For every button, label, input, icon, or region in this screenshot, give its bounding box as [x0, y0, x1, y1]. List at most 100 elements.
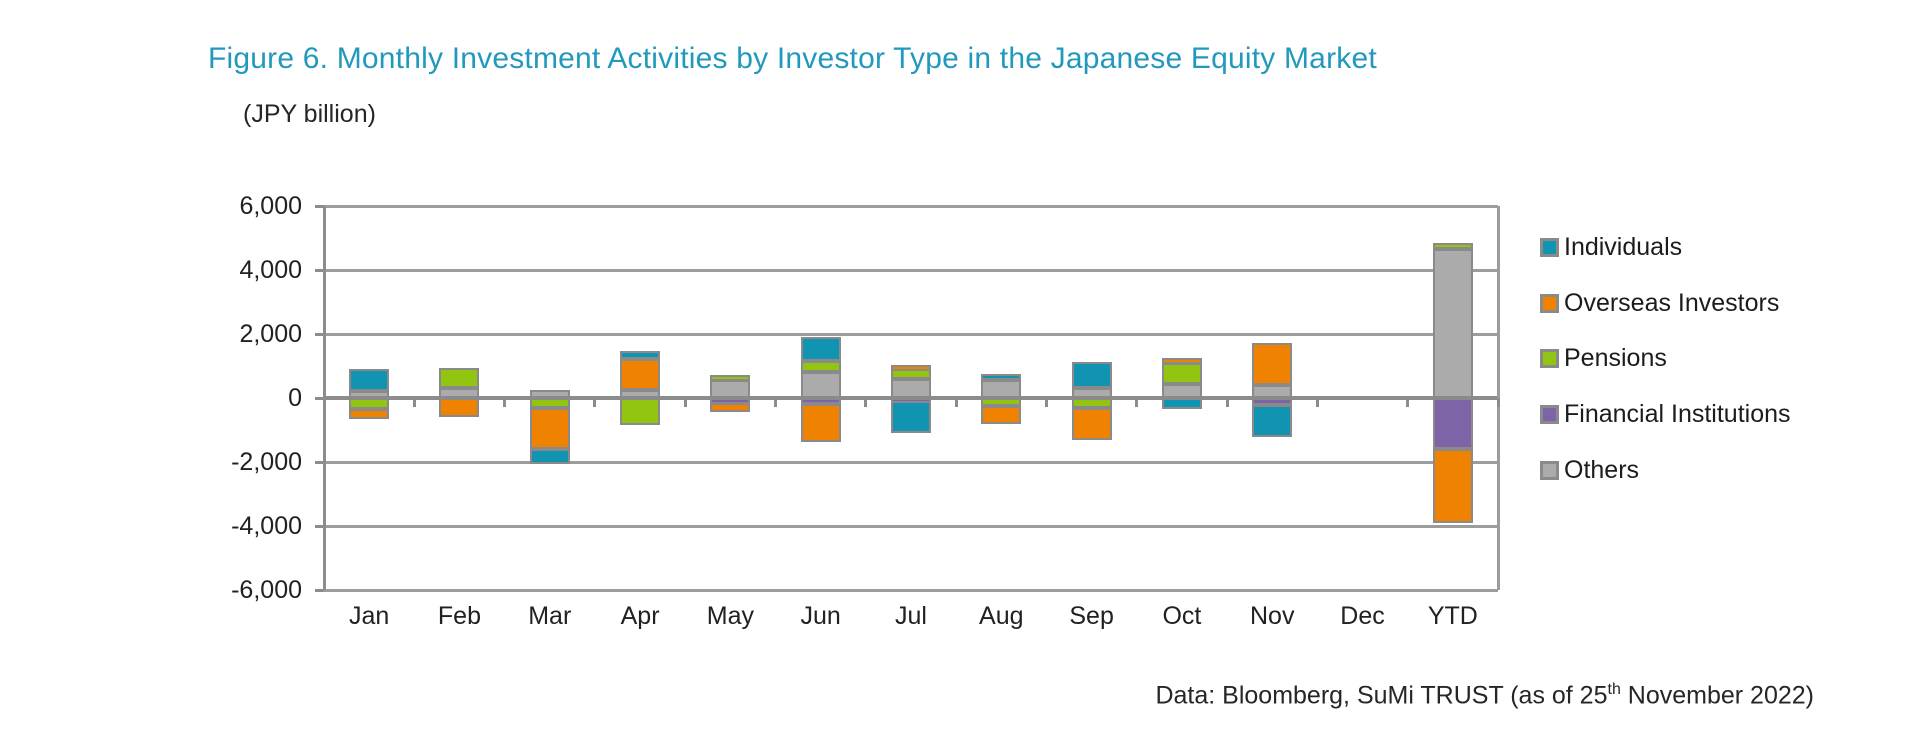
bar-segment-financial-institutions [1252, 398, 1293, 406]
data-source-text: Data: Bloomberg, SuMi TRUST (as of 25 [1155, 681, 1608, 710]
legend-item-pensions: Pensions [1540, 343, 1667, 373]
bar-segment-pensions [1071, 398, 1112, 409]
data-source: Data: Bloomberg, SuMi TRUST (as of 25th … [1155, 681, 1814, 710]
bar-segment-overseas-investors [529, 407, 570, 450]
legend-item-others: Others [1540, 455, 1639, 485]
bar-segment-others [710, 379, 751, 398]
legend-label-overseas-investors: Overseas Investors [1564, 288, 1780, 317]
x-axis-label-aug: Aug [979, 602, 1024, 630]
x-axis-label-nov: Nov [1249, 602, 1295, 630]
bar-segment-others [529, 390, 570, 398]
y-axis-label: 6,000 [239, 192, 302, 220]
bar-segment-others [1161, 383, 1202, 398]
bar-segment-individuals [981, 374, 1022, 381]
bar-segment-pensions [439, 368, 480, 389]
legend-item-overseas-investors: Overseas Investors [1540, 288, 1779, 318]
x-axis-label-feb: Feb [437, 602, 481, 630]
x-axis-label-mar: Mar [528, 602, 572, 630]
bar-segment-others [891, 378, 931, 398]
bar-segment-overseas-investors [620, 358, 661, 390]
category-tick [322, 398, 326, 407]
x-axis-label-jul: Jul [895, 602, 927, 630]
y-axis-tick [315, 524, 324, 528]
bar-segment-others [1432, 249, 1473, 398]
bar-segment-pensions [981, 398, 1022, 406]
gridline [324, 460, 1498, 464]
y-axis-tick [315, 460, 324, 464]
bar-segment-overseas-investors [800, 403, 841, 443]
y-axis-label: -2,000 [231, 448, 302, 476]
bar-segment-others [1252, 384, 1293, 398]
gridline [324, 332, 1498, 336]
bar-segment-overseas-investors [1252, 342, 1293, 385]
legend-label-individuals: Individuals [1564, 232, 1683, 261]
y-axis-tick [315, 588, 324, 592]
bar-segment-overseas-investors [1432, 449, 1473, 523]
bar-segment-pensions [1161, 362, 1202, 384]
legend-label-financial-institutions: Financial Institutions [1564, 399, 1791, 428]
bar-segment-others [981, 380, 1022, 398]
data-source-superscript: th [1607, 681, 1621, 698]
bar-segment-others [800, 372, 841, 398]
category-tick [1406, 398, 1410, 407]
bar-segment-overseas-investors [1071, 408, 1112, 440]
bar-segment-individuals [1161, 398, 1202, 410]
legend-item-individuals: Individuals [1540, 232, 1682, 262]
legend-swatch-overseas-investors [1540, 293, 1559, 313]
bar-segment-individuals [349, 368, 390, 391]
category-tick [1135, 398, 1139, 407]
legend-swatch-others [1540, 460, 1559, 480]
legend-swatch-individuals [1540, 237, 1559, 257]
gridline [324, 268, 1498, 272]
unit-label: (JPY billion) [243, 100, 376, 128]
bar-segment-individuals [529, 449, 570, 464]
bar-segment-individuals [800, 337, 841, 362]
bar-segment-individuals [1252, 405, 1293, 438]
data-source-text-end: November 2022) [1620, 681, 1814, 710]
chart-title: Figure 6. Monthly Investment Activities … [208, 42, 1377, 75]
x-axis-label-may: May [706, 602, 754, 630]
bar-segment-overseas-investors [439, 398, 480, 418]
x-axis-label-jan: Jan [348, 602, 390, 630]
y-axis-label: -4,000 [231, 512, 302, 540]
legend-item-financial-institutions: Financial Institutions [1540, 399, 1791, 429]
gridline [324, 204, 1498, 208]
bar-segment-pensions [529, 398, 570, 408]
bar-segment-financial-institutions [800, 398, 841, 404]
y-axis-label: 4,000 [239, 256, 302, 284]
x-axis-label-sep: Sep [1069, 602, 1114, 630]
category-tick [1225, 398, 1229, 407]
category-tick [954, 398, 958, 407]
y-axis-tick [315, 396, 324, 400]
bar-segment-overseas-investors [981, 406, 1022, 424]
category-tick [1315, 398, 1319, 407]
x-axis-label-jun: Jun [800, 602, 841, 630]
category-tick [412, 398, 416, 407]
legend-label-others: Others [1564, 455, 1640, 484]
category-tick [774, 398, 778, 407]
bar-segment-individuals [1071, 362, 1112, 389]
x-axis-label-dec: Dec [1340, 602, 1385, 630]
category-tick [683, 398, 687, 407]
category-tick [503, 398, 507, 407]
bar-segment-others [1071, 388, 1112, 398]
bar-segment-pensions [1432, 243, 1473, 250]
category-tick [864, 398, 868, 407]
x-axis-label-ytd: YTD [1427, 602, 1478, 630]
bar-segment-pensions [349, 398, 390, 410]
bar-segment-pensions [710, 374, 751, 381]
bar-segment-overseas-investors [891, 365, 931, 372]
x-axis-label-oct: Oct [1162, 602, 1202, 630]
bar-segment-individuals [620, 351, 661, 359]
category-tick [593, 398, 597, 407]
bar-segment-others [620, 389, 661, 398]
bar-segment-individuals [891, 400, 931, 433]
legend-swatch-financial-institutions [1540, 404, 1559, 424]
bar-segment-overseas-investors [1161, 358, 1202, 364]
y-axis-label: 2,000 [239, 320, 302, 348]
y-axis-tick [315, 204, 324, 208]
y-axis-label: -6,000 [231, 576, 302, 604]
bar-segment-pensions [620, 398, 661, 426]
y-axis-tick [315, 332, 324, 336]
category-tick [1044, 398, 1048, 407]
